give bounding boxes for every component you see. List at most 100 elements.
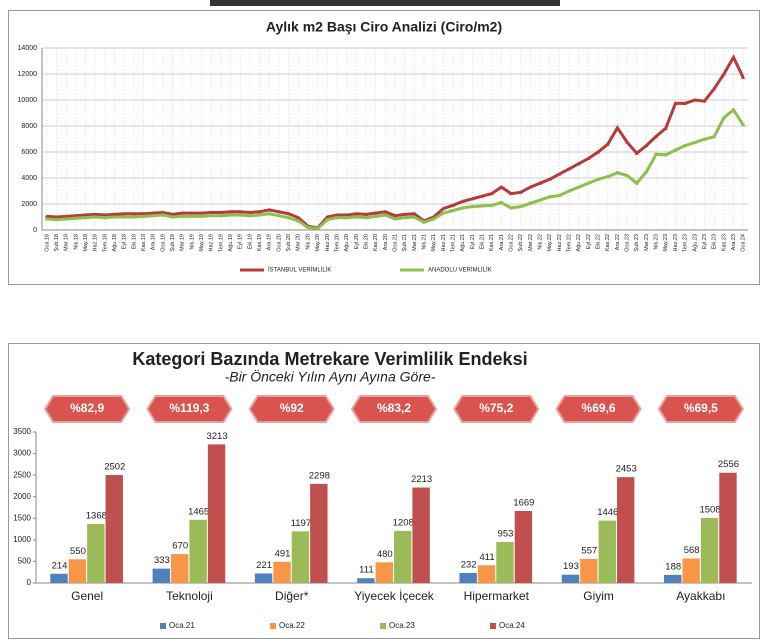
legend-label: Oca.23 xyxy=(389,621,415,630)
legend-label: Oca.21 xyxy=(169,621,195,630)
x-tick-label: Haz.19 xyxy=(209,234,215,251)
marker xyxy=(692,98,697,102)
x-tick-label: Ağu.23 xyxy=(692,234,698,251)
marker xyxy=(200,214,204,218)
marker xyxy=(122,215,126,219)
value-label: 411 xyxy=(480,552,495,563)
bar xyxy=(580,558,598,583)
marker xyxy=(277,214,281,218)
marker xyxy=(538,198,542,202)
marker xyxy=(335,216,339,220)
marker xyxy=(528,185,533,189)
x-tick-label: Genel xyxy=(71,589,103,603)
chart-title: Aylık m2 Başı Ciro Analizi (Ciro/m2) xyxy=(266,19,502,35)
marker xyxy=(663,126,668,130)
marker xyxy=(209,214,213,218)
marker xyxy=(93,215,97,219)
badge xyxy=(350,395,438,423)
marker xyxy=(528,201,532,205)
bar xyxy=(273,561,291,583)
marker xyxy=(229,213,233,217)
marker xyxy=(171,215,175,219)
marker xyxy=(605,142,610,146)
marker xyxy=(131,211,136,216)
bar xyxy=(664,574,682,583)
marker xyxy=(548,195,552,199)
legend-swatch xyxy=(490,623,496,629)
x-tick-label: Ara.22 xyxy=(615,234,621,250)
marker xyxy=(567,166,572,171)
y-tick-label: 2500 xyxy=(13,470,31,479)
marker xyxy=(518,190,523,194)
marker xyxy=(683,101,688,105)
value-label: 3213 xyxy=(206,431,227,442)
marker xyxy=(141,211,146,216)
bar xyxy=(412,487,430,583)
badge-label: %92 xyxy=(280,401,304,415)
marker xyxy=(161,213,165,217)
x-tick-label: Ara.18 xyxy=(151,234,157,250)
marker xyxy=(721,72,726,76)
marker xyxy=(345,216,349,220)
x-tick-label: Şub.19 xyxy=(170,234,176,251)
x-tick-label: Haz.23 xyxy=(673,234,679,251)
bar xyxy=(477,565,496,583)
x-tick-label: Yiyecek İçecek xyxy=(354,589,435,603)
bar xyxy=(291,531,310,583)
marker xyxy=(586,181,590,185)
badge xyxy=(248,395,335,423)
marker xyxy=(180,211,185,215)
marker xyxy=(64,214,69,218)
value-label: 2213 xyxy=(411,474,432,485)
value-label: 214 xyxy=(52,560,68,571)
marker xyxy=(664,153,668,157)
value-label: 550 xyxy=(70,546,86,557)
marker xyxy=(325,218,329,222)
x-tick-label: Haz.22 xyxy=(557,234,563,251)
x-tick-label: May.18 xyxy=(83,234,89,252)
x-tick-label: Eyl.20 xyxy=(354,234,360,249)
marker xyxy=(54,215,59,219)
x-tick-label: Kas.20 xyxy=(373,234,379,251)
x-tick-label: Ara.23 xyxy=(731,234,737,250)
marker xyxy=(547,177,552,181)
marker xyxy=(557,172,562,176)
x-tick-label: Oca.23 xyxy=(625,234,631,252)
x-tick-label: Eyl.18 xyxy=(122,234,128,249)
bar xyxy=(561,574,580,583)
marker xyxy=(634,151,639,155)
marker xyxy=(287,216,291,220)
marker xyxy=(702,137,706,141)
x-tick-label: Eyl.22 xyxy=(586,234,592,249)
badge-label: %69,6 xyxy=(582,401,616,415)
bar xyxy=(68,559,87,583)
marker xyxy=(577,185,581,189)
badge-label: %119,3 xyxy=(169,401,209,415)
marker xyxy=(383,209,388,214)
marker xyxy=(538,181,543,185)
bar xyxy=(394,530,412,583)
x-tick-label: Kas.21 xyxy=(489,234,495,251)
marker xyxy=(412,215,416,219)
y-tick-label: 14000 xyxy=(18,45,38,52)
x-tick-label: Mar.21 xyxy=(412,234,418,251)
x-tick-label: Ağu.21 xyxy=(460,234,466,251)
marker xyxy=(683,144,687,148)
y-tick-label: 10000 xyxy=(18,97,38,104)
marker xyxy=(606,175,610,179)
marker xyxy=(112,212,117,216)
x-tick-label: Tem.22 xyxy=(567,234,573,252)
y-tick-label: 500 xyxy=(18,557,32,566)
value-label: 1669 xyxy=(513,498,534,509)
top-bar xyxy=(210,0,560,6)
bar xyxy=(719,472,737,583)
marker xyxy=(248,214,252,218)
marker xyxy=(731,108,735,112)
marker xyxy=(499,185,504,189)
marker xyxy=(84,216,88,220)
x-tick-label: Nis.22 xyxy=(538,234,544,250)
marker xyxy=(673,148,677,152)
marker xyxy=(567,189,571,193)
marker xyxy=(403,216,407,220)
